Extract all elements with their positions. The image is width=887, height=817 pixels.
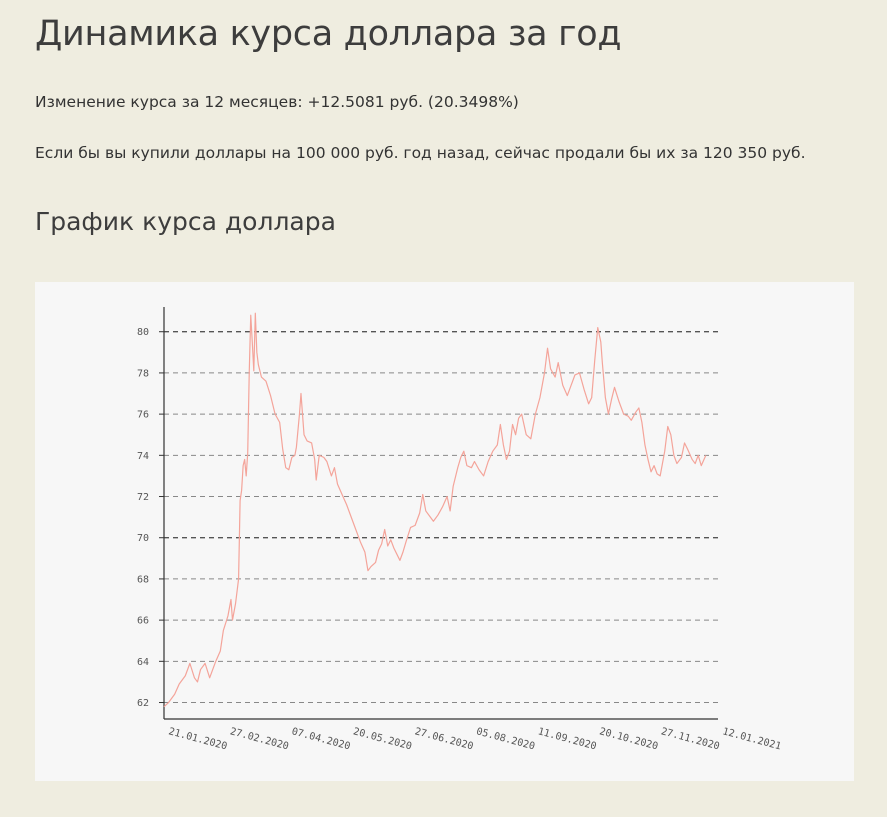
- x-tick-label: 11.09.2020: [537, 726, 598, 752]
- y-tick-label: 66: [137, 616, 149, 627]
- y-tick-label: 68: [137, 574, 149, 585]
- x-tick-label: 27.11.2020: [660, 726, 721, 752]
- y-axis-ticks: 62 64 66 68 70 72 74 76 78 80: [137, 327, 164, 709]
- x-tick-label: 27.02.2020: [229, 726, 290, 752]
- axes: [163, 307, 718, 720]
- y-tick-label: 72: [137, 492, 149, 503]
- y-tick-label: 70: [137, 533, 149, 544]
- y-tick-label: 76: [137, 410, 149, 421]
- x-tick-label: 12.01.2021: [721, 726, 782, 752]
- x-tick-label: 05.08.2020: [475, 726, 536, 752]
- x-tick-label: 07.04.2020: [290, 726, 351, 752]
- y-tick-label: 78: [137, 368, 149, 379]
- page-title: Динамика курса доллара за год: [35, 14, 622, 54]
- x-tick-label: 20.05.2020: [352, 726, 413, 752]
- x-axis-ticks: 21.01.2020 27.02.2020 07.04.2020 20.05.2020…: [167, 726, 782, 752]
- y-tick-label: 74: [137, 451, 149, 462]
- x-tick-label: 21.01.2020: [167, 726, 228, 752]
- x-tick-label: 20.10.2020: [598, 726, 659, 752]
- usd-rate-series-line: [163, 312, 707, 708]
- chart-section-title: График курса доллара: [35, 207, 336, 236]
- y-tick-label: 80: [137, 327, 149, 338]
- y-tick-label: 62: [137, 698, 149, 709]
- x-tick-label: 27.06.2020: [413, 726, 474, 752]
- series-layer: [163, 312, 707, 708]
- investment-summary: Если бы вы купили доллары на 100 000 руб…: [35, 144, 806, 162]
- chart-card: 62 64 66 68 70 72 74 76 78 80 21.01.2020 27.02.202…: [35, 282, 854, 781]
- usd-rate-chart: 62 64 66 68 70 72 74 76 78 80 21.01.2020 27.02.202…: [137, 307, 782, 752]
- grid-lines: [164, 331, 718, 704]
- rate-change-summary: Изменение курса за 12 месяцев: +12.5081 …: [35, 93, 519, 111]
- y-tick-label: 64: [137, 657, 149, 668]
